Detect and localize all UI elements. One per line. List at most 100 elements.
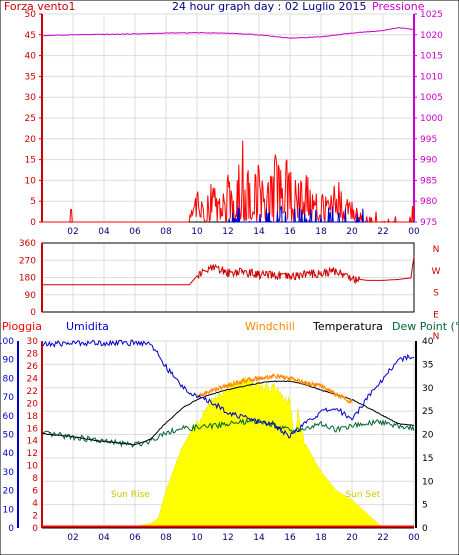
rain-y-tick: 6 bbox=[32, 487, 38, 497]
wind-y-tick: 5 bbox=[30, 197, 36, 207]
dewpoint-label: Dew Point (°C bbox=[392, 320, 459, 333]
temp-y-tick: 30 bbox=[422, 384, 434, 394]
dir-y-tick: 180 bbox=[19, 274, 36, 284]
rain-y-tick: 10 bbox=[27, 462, 39, 472]
x-tick-label: 12 bbox=[222, 533, 233, 543]
wind-direction-line bbox=[42, 256, 415, 286]
rain-y-tick: 0 bbox=[32, 524, 38, 534]
humidity-y-tick: 80 bbox=[3, 374, 15, 384]
x-tick-label: 02 bbox=[67, 533, 78, 543]
pressure-y-tick: 1025 bbox=[420, 10, 443, 20]
dir-y-tick: 360 bbox=[19, 239, 36, 249]
x-tick-label: 04 bbox=[98, 533, 110, 543]
pressure-y-tick: 985 bbox=[420, 176, 437, 186]
dir-y-tick: 270 bbox=[19, 256, 36, 266]
x-tick-label: 16 bbox=[284, 533, 296, 543]
x-tick-label: 12 bbox=[222, 227, 233, 237]
x-tick-label: 10 bbox=[191, 227, 203, 237]
x-tick-label: 16 bbox=[284, 227, 296, 237]
umidita-label: Umidita bbox=[66, 320, 109, 333]
wind-y-tick: 10 bbox=[25, 176, 37, 186]
pressure-y-tick: 1005 bbox=[420, 93, 443, 103]
pressure-y-tick: 975 bbox=[420, 218, 437, 228]
humidity-y-tick: 20 bbox=[3, 487, 15, 497]
temp-y-tick: 0 bbox=[422, 524, 428, 534]
sun-set-label: Sun Set bbox=[345, 490, 380, 500]
humidity-y-tick: 60 bbox=[3, 412, 15, 422]
rain-y-tick: 26 bbox=[27, 362, 39, 372]
wind-y-tick: 0 bbox=[30, 218, 36, 228]
wind-y-tick: 30 bbox=[25, 93, 37, 103]
pressione-label: Pressione bbox=[372, 0, 425, 13]
x-tick-label: 02 bbox=[67, 227, 78, 237]
rain-y-tick: 2 bbox=[32, 512, 38, 522]
wind-gust-line bbox=[228, 205, 368, 224]
x-tick-label: 18 bbox=[315, 227, 327, 237]
windchill-label: Windchill bbox=[245, 320, 295, 333]
rain-y-tick: 22 bbox=[27, 387, 38, 397]
temp-y-tick: 20 bbox=[422, 431, 434, 441]
wind-y-tick: 45 bbox=[25, 31, 36, 41]
sun-rise-label: Sun Rise bbox=[111, 490, 150, 500]
rain-y-tick: 30 bbox=[27, 337, 39, 347]
compass-label: W bbox=[432, 267, 441, 277]
dir-y-tick: 0 bbox=[30, 308, 36, 318]
compass-label: N bbox=[433, 245, 440, 255]
graph-title: 24 hour graph day : 02 Luglio 2015 bbox=[172, 0, 367, 13]
x-tick-label: 06 bbox=[129, 533, 141, 543]
pressure-y-tick: 1015 bbox=[420, 52, 443, 62]
x-tick-label: 18 bbox=[315, 533, 327, 543]
x-tick-label: 08 bbox=[160, 227, 172, 237]
rain-y-tick: 20 bbox=[27, 399, 39, 409]
wind-y-tick: 40 bbox=[25, 52, 37, 62]
humidity-y-tick: 50 bbox=[3, 431, 15, 441]
temp-y-tick: 15 bbox=[422, 454, 433, 464]
wind-y-tick: 25 bbox=[25, 114, 36, 124]
pressure-y-tick: 980 bbox=[420, 197, 437, 207]
rain-y-tick: 14 bbox=[27, 437, 39, 447]
windchill-line bbox=[196, 373, 353, 405]
wind-speed-line bbox=[42, 140, 415, 223]
x-tick-label: 14 bbox=[253, 227, 265, 237]
temperatura-label: Temperatura bbox=[312, 320, 383, 333]
temp-y-tick: 35 bbox=[422, 360, 433, 370]
x-tick-label: 22 bbox=[377, 533, 388, 543]
x-tick-label: 04 bbox=[98, 227, 110, 237]
x-tick-label: 00 bbox=[408, 227, 420, 237]
wind-y-tick: 50 bbox=[25, 10, 37, 20]
humidity-y-tick: 40 bbox=[3, 449, 15, 459]
rain-y-tick: 24 bbox=[27, 374, 39, 384]
rain-y-tick: 18 bbox=[27, 412, 39, 422]
pressure-y-tick: 995 bbox=[420, 135, 437, 145]
humidity-line bbox=[41, 339, 415, 439]
humidity-y-tick: 0 bbox=[8, 524, 14, 534]
x-tick-label: 22 bbox=[377, 227, 388, 237]
pioggia-label: Pioggia bbox=[2, 320, 42, 333]
x-tick-label: 08 bbox=[160, 533, 172, 543]
x-tick-label: 20 bbox=[346, 533, 358, 543]
x-tick-label: 20 bbox=[346, 227, 358, 237]
humidity-y-tick: 70 bbox=[3, 393, 15, 403]
rain-y-tick: 4 bbox=[32, 499, 38, 509]
humidity-y-tick: 100 bbox=[0, 337, 14, 347]
wind-y-tick: 20 bbox=[25, 135, 37, 145]
wind-y-tick: 15 bbox=[25, 156, 36, 166]
humidity-y-tick: 90 bbox=[3, 356, 15, 366]
humidity-y-tick: 30 bbox=[3, 468, 15, 478]
compass-label: N bbox=[433, 332, 440, 342]
x-tick-label: 00 bbox=[408, 533, 420, 543]
pressure-y-tick: 990 bbox=[420, 156, 437, 166]
dir-y-tick: 90 bbox=[25, 291, 37, 301]
x-tick-label: 14 bbox=[253, 533, 265, 543]
forza-vento-label: Forza vento1 bbox=[4, 0, 76, 13]
x-tick-label: 06 bbox=[129, 227, 141, 237]
rain-y-tick: 8 bbox=[32, 474, 38, 484]
temp-y-tick: 25 bbox=[422, 407, 433, 417]
wind-y-tick: 35 bbox=[25, 72, 36, 82]
temp-y-tick: 40 bbox=[422, 337, 434, 347]
x-tick-label: 10 bbox=[191, 533, 203, 543]
humidity-y-tick: 10 bbox=[3, 505, 15, 515]
compass-label: E bbox=[433, 310, 439, 320]
